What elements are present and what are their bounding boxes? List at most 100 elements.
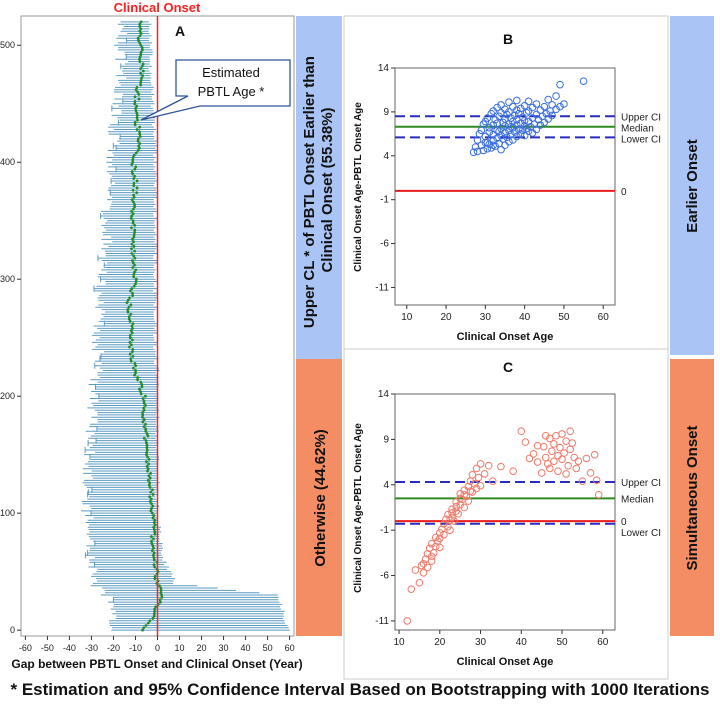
estimate-point	[146, 455, 149, 459]
estimate-point	[130, 163, 134, 166]
estimate-point	[150, 539, 153, 543]
estimate-point	[132, 195, 136, 199]
estimate-point	[146, 469, 149, 473]
data-point	[536, 121, 545, 129]
data-point	[450, 517, 458, 525]
x-tick-label: -20	[107, 643, 120, 653]
estimate-point	[130, 170, 134, 173]
estimate-point	[133, 202, 136, 206]
panel-c-points	[403, 427, 603, 625]
data-point	[440, 520, 448, 528]
data-point	[540, 102, 549, 111]
estimate-point	[144, 427, 148, 431]
estimate-point	[131, 259, 134, 262]
estimate-point	[149, 497, 153, 501]
x-tick-label: -50	[41, 643, 54, 653]
estimate-point	[139, 71, 143, 75]
x-tick-label: 10	[401, 312, 413, 323]
data-point	[427, 539, 436, 548]
panel-b-plot-area	[394, 67, 616, 306]
estimate-point	[130, 242, 134, 246]
estimate-point	[153, 565, 157, 569]
estimate-point	[138, 41, 142, 45]
estimate-point	[145, 450, 149, 454]
estimate-point	[131, 291, 134, 295]
estimate-point	[144, 624, 148, 627]
estimate-point	[160, 595, 164, 599]
estimate-point	[142, 399, 146, 403]
data-point	[522, 108, 531, 117]
panel-c: C 10 20 30 40 50 60 14 9 4 -1 -6 -11 Upper CI Median…	[343, 348, 669, 680]
estimate-point	[133, 362, 137, 365]
estimate-point	[130, 331, 134, 335]
data-point	[590, 451, 599, 459]
y-tick-label: 0	[10, 625, 15, 635]
y-tick-label: -1	[380, 195, 389, 206]
left-bottom-band	[296, 359, 342, 636]
estimate-point	[153, 530, 157, 534]
x-tick-label: 20	[197, 643, 207, 653]
estimate-point	[144, 439, 148, 443]
estimate-point	[148, 486, 152, 489]
panel-c-y-axis-label: Clinical Onset Age-PBTL Onset Age	[353, 423, 364, 593]
y-tick-label: 200	[0, 391, 15, 401]
y-tick-label: 4	[383, 151, 389, 162]
estimate-point	[132, 184, 136, 188]
estimate-point	[158, 584, 161, 588]
estimate-point	[134, 88, 138, 92]
panel-c-ticks: 10 20 30 40 50 60 14 9 4 -1 -6 -11	[375, 389, 608, 648]
estimate-point	[139, 43, 143, 47]
estimate-point	[131, 322, 135, 326]
data-point	[544, 95, 553, 104]
data-point	[483, 114, 492, 122]
data-point	[431, 542, 440, 551]
left-bottom-band-label: Otherwise (44.62%)	[312, 429, 329, 567]
data-point	[564, 461, 572, 470]
estimate-point	[139, 81, 143, 85]
data-point	[579, 77, 588, 85]
estimate-point	[151, 493, 155, 496]
data-point	[473, 147, 482, 156]
data-point	[546, 464, 554, 473]
estimate-point	[136, 378, 140, 382]
data-point	[407, 585, 416, 593]
data-point	[546, 434, 554, 443]
estimate-point	[147, 483, 151, 487]
estimate-point	[153, 523, 157, 527]
data-point	[436, 543, 444, 552]
estimate-point	[130, 287, 134, 290]
estimate-point	[133, 263, 136, 267]
estimate-point	[132, 366, 135, 370]
estimate-point	[137, 146, 141, 150]
panel-a: -60 -50 -40 -30 -20 -10 0 10 20 30 40 50 60 0 100 200 3…	[0, 0, 303, 671]
estimate-point	[131, 172, 134, 176]
estimate-point	[131, 355, 135, 358]
estimate-point	[130, 214, 134, 218]
estimate-point	[134, 280, 138, 283]
panel-b: B 10 20 30 40 50 60 14 9 4 -1 -6 -11 Upper CIMedian…	[343, 15, 669, 350]
panel-b-reference-lines	[395, 115, 615, 192]
estimate-point	[151, 544, 155, 548]
estimate-point	[129, 357, 133, 361]
data-point	[505, 98, 513, 107]
estimate-point	[132, 177, 136, 181]
estimate-point	[133, 102, 137, 106]
callout-line-2: PBTL Age *	[198, 84, 265, 99]
data-point	[520, 116, 529, 125]
data-point	[403, 617, 412, 625]
x-tick-label: 50	[558, 312, 570, 323]
data-point	[452, 502, 460, 511]
left-top-band-label: Upper CL * of PBTL Onset Earlier than Cl…	[301, 52, 336, 328]
estimate-point	[153, 577, 157, 581]
data-point	[586, 469, 595, 477]
y-tick-label: 14	[378, 63, 390, 74]
estimate-point	[139, 32, 143, 35]
y-tick-label: -11	[375, 616, 389, 627]
estimate-point	[129, 312, 133, 316]
data-point	[517, 427, 526, 436]
x-tick-label: -60	[19, 643, 32, 653]
estimate-point	[135, 114, 139, 117]
data-point	[524, 97, 533, 106]
line-label: 0	[621, 517, 627, 528]
